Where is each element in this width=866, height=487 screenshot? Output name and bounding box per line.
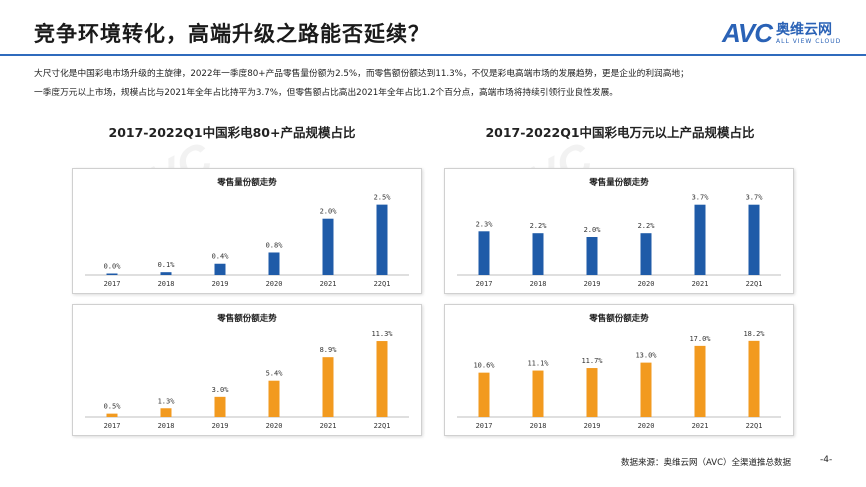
x-tick-label: 22Q1: [374, 422, 391, 430]
chart-10k-volume: 零售量份额走势 2.3% 2017 2.2% 2018 2.0% 2019 2.2% 2020 3…: [457, 177, 781, 288]
data-label: 18.2%: [743, 330, 765, 338]
x-tick-label: 2019: [212, 422, 229, 430]
data-label: 13.0%: [635, 352, 657, 360]
chart-10k-value: 零售额份额走势 10.6% 2017 11.1% 2018 11.7% 2019 13.0% 2…: [457, 313, 781, 430]
bar: [214, 263, 226, 275]
data-label: 11.3%: [371, 330, 393, 338]
data-label: 2.3%: [476, 220, 494, 228]
data-label: 2.2%: [530, 222, 548, 230]
logo-name-en: ALL VIEW CLOUD: [776, 38, 842, 45]
data-source: 数据来源：奥维云网（AVC）全渠道推总数据: [621, 458, 792, 468]
data-label: 5.4%: [266, 370, 284, 378]
page-number: -4-: [820, 455, 833, 465]
x-tick-label: 22Q1: [746, 280, 763, 288]
panel-10k-value: 零售额份额走势 10.6% 2017 11.1% 2018 11.7% 2019 13.0% 2…: [444, 304, 794, 436]
x-tick-label: 2020: [266, 280, 283, 288]
bar: [106, 413, 118, 417]
bar: [532, 370, 544, 417]
bar: [694, 345, 706, 417]
x-tick-label: 2020: [638, 280, 655, 288]
avc-logo: AVC 奥维云网 ALL VIEW CLOUD: [722, 14, 862, 54]
data-label: 10.6%: [473, 362, 495, 370]
x-tick-label: 2021: [320, 280, 337, 288]
logo-name-cn: 奥维云网: [776, 22, 832, 38]
data-label: 0.0%: [104, 263, 122, 271]
data-label: 17.0%: [689, 335, 711, 343]
x-tick-label: 2021: [320, 422, 337, 430]
panel-10k-volume: 零售量份额走势 2.3% 2017 2.2% 2018 2.0% 2019 2.2% 2020 3…: [444, 168, 794, 294]
x-tick-label: 2017: [476, 422, 493, 430]
panel-chart-title: 零售额份额走势: [588, 313, 649, 324]
x-tick-label: 22Q1: [746, 422, 763, 430]
data-label: 11.1%: [527, 360, 549, 368]
data-label: 0.1%: [158, 261, 176, 269]
bar: [478, 231, 490, 275]
bar: [106, 273, 118, 275]
x-tick-label: 2018: [158, 422, 175, 430]
x-tick-label: 2019: [584, 422, 601, 430]
bar: [376, 341, 388, 417]
panel-80plus-volume: 零售量份额走势 0.0% 2017 0.1% 2018 0.4% 2019 0.8% 2020 2…: [72, 168, 422, 294]
data-label: 2.5%: [374, 194, 392, 202]
header-divider: [0, 54, 866, 56]
bar: [586, 237, 598, 275]
data-label: 2.2%: [638, 222, 656, 230]
data-label: 3.0%: [212, 386, 230, 394]
bar: [268, 380, 280, 417]
x-tick-label: 2021: [692, 280, 709, 288]
bar: [748, 204, 760, 275]
bar: [268, 252, 280, 275]
bar: [160, 408, 172, 417]
data-label: 3.7%: [692, 194, 710, 202]
logo-mark: AVC: [722, 18, 773, 48]
x-tick-label: 2020: [266, 422, 283, 430]
x-tick-label: 2020: [638, 422, 655, 430]
data-label: 1.3%: [158, 397, 176, 405]
x-tick-label: 2018: [530, 280, 547, 288]
chart-80plus-volume: 零售量份额走势 0.0% 2017 0.1% 2018 0.4% 2019 0.8% 2020 2…: [85, 177, 409, 288]
x-tick-label: 2018: [530, 422, 547, 430]
bar: [214, 396, 226, 417]
bar: [640, 233, 652, 275]
x-tick-label: 2019: [584, 280, 601, 288]
bar: [376, 204, 388, 275]
data-label: 0.5%: [104, 403, 122, 411]
bar: [694, 204, 706, 275]
bar: [322, 218, 334, 275]
bar: [160, 272, 172, 275]
x-tick-label: 2017: [104, 280, 121, 288]
x-tick-label: 2021: [692, 422, 709, 430]
bar: [478, 372, 490, 417]
data-label: 2.0%: [320, 208, 338, 216]
chart-80plus-value: 零售额份额走势 0.5% 2017 1.3% 2018 3.0% 2019 5.4% 2020 8…: [85, 313, 409, 430]
bar: [532, 233, 544, 275]
bar: [322, 357, 334, 417]
right-chart-title: 2017-2022Q1中国彩电万元以上产品规模占比: [485, 125, 755, 140]
data-label: 11.7%: [581, 357, 603, 365]
description: 大尺寸化是中国彩电市场升级的主旋律，2022年一季度80+产品零售量份额为2.5…: [34, 65, 834, 103]
left-chart-title: 2017-2022Q1中国彩电80+产品规模占比: [108, 125, 356, 140]
bar: [748, 340, 760, 417]
data-label: 0.4%: [212, 253, 230, 261]
panel-chart-title: 零售量份额走势: [216, 177, 277, 188]
description-line-1: 大尺寸化是中国彩电市场升级的主旋律，2022年一季度80+产品零售量份额为2.5…: [34, 69, 689, 79]
panel-chart-title: 零售量份额走势: [588, 177, 649, 188]
bar: [640, 362, 652, 417]
x-tick-label: 2017: [104, 422, 121, 430]
x-tick-label: 22Q1: [374, 280, 391, 288]
bar: [586, 368, 598, 417]
x-tick-label: 2017: [476, 280, 493, 288]
panel-chart-title: 零售额份额走势: [216, 313, 277, 324]
x-tick-label: 2019: [212, 280, 229, 288]
data-label: 3.7%: [746, 194, 764, 202]
panel-80plus-value: 零售额份额走势 0.5% 2017 1.3% 2018 3.0% 2019 5.4% 2020 8…: [72, 304, 422, 436]
data-label: 8.9%: [320, 346, 338, 354]
data-label: 0.8%: [266, 241, 284, 249]
page-title: 竞争环境转化，高端升级之路能否延续？: [34, 22, 430, 46]
x-tick-label: 2018: [158, 280, 175, 288]
data-label: 2.0%: [584, 226, 602, 234]
description-line-2: 一季度万元以上市场，规模占比与2021年全年占比持平为3.7%，但零售额占比高出…: [34, 88, 618, 98]
